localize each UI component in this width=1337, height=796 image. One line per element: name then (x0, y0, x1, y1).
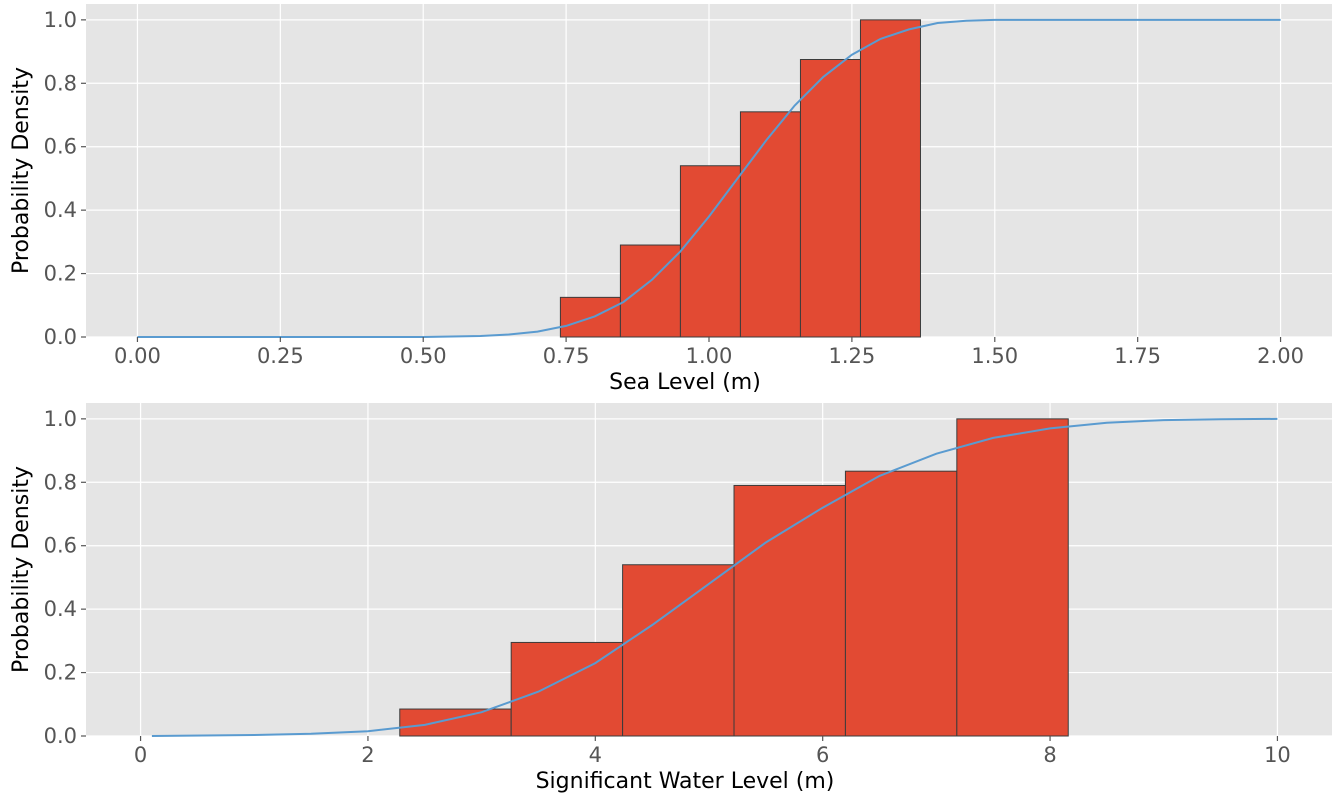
histogram-bar (619, 244, 681, 338)
y-tick-label: 1.0 (44, 407, 77, 431)
x-tick-label: 0.75 (543, 344, 590, 368)
histogram-bar (799, 59, 861, 338)
x-tick-label: 10 (1264, 743, 1291, 767)
x-tick-label: 0 (134, 743, 147, 767)
y-axis-label: Probability Density (9, 466, 34, 673)
x-tick-label: 1.25 (829, 344, 876, 368)
sea-level-chart: 0.00 0.25 0.50 0.75 1.00 1.25 1.50 1.75 2.00 0.0 0… (9, 4, 1332, 395)
x-axis-label: Significant Water Level (m) (536, 769, 835, 794)
histogram-bar (859, 19, 921, 338)
x-tick-label: 6 (816, 743, 829, 767)
histogram-bar (733, 484, 846, 737)
y-tick-label: 0.4 (44, 597, 77, 621)
significant-water-level-chart: 0 2 4 6 8 10 0.0 0.2 0.4 0.6 0.8 1.0 Significant Wat… (9, 403, 1332, 794)
x-tick-label: 8 (1043, 743, 1056, 767)
y-tick-label: 0.2 (44, 661, 77, 685)
y-tick-label: 0.0 (44, 724, 77, 748)
x-tick-label: 0.50 (400, 344, 447, 368)
y-tick-label: 0.2 (44, 262, 77, 286)
x-tick-label: 1.75 (1114, 344, 1161, 368)
x-tick-label: 1.50 (971, 344, 1018, 368)
y-tick-label: 1.0 (44, 8, 77, 32)
histogram-bar (679, 165, 741, 338)
y-tick-label: 0.4 (44, 198, 77, 222)
y-tick-label: 0.6 (44, 135, 77, 159)
x-tick-label: 2.00 (1257, 344, 1304, 368)
histogram-bar (399, 708, 512, 737)
histogram-bar (956, 418, 1069, 737)
x-tick-label: 0.25 (257, 344, 304, 368)
y-tick-label: 0.0 (44, 325, 77, 349)
histogram-bar (739, 111, 801, 338)
y-axis-label: Probability Density (9, 67, 34, 274)
x-tick-label: 2 (361, 743, 374, 767)
cdf-line (151, 417, 1278, 737)
x-tick-label: 4 (589, 743, 602, 767)
x-tick-label: 1.00 (686, 344, 733, 368)
x-axis-label: Sea Level (m) (609, 370, 761, 395)
histogram-bar (844, 470, 958, 737)
y-tick-label: 0.6 (44, 534, 77, 558)
cdf-line (137, 18, 1281, 338)
x-tick-label: 0.00 (114, 344, 161, 368)
y-tick-label: 0.8 (44, 470, 77, 494)
histogram-bar (622, 564, 735, 737)
y-tick-label: 0.8 (44, 71, 77, 95)
